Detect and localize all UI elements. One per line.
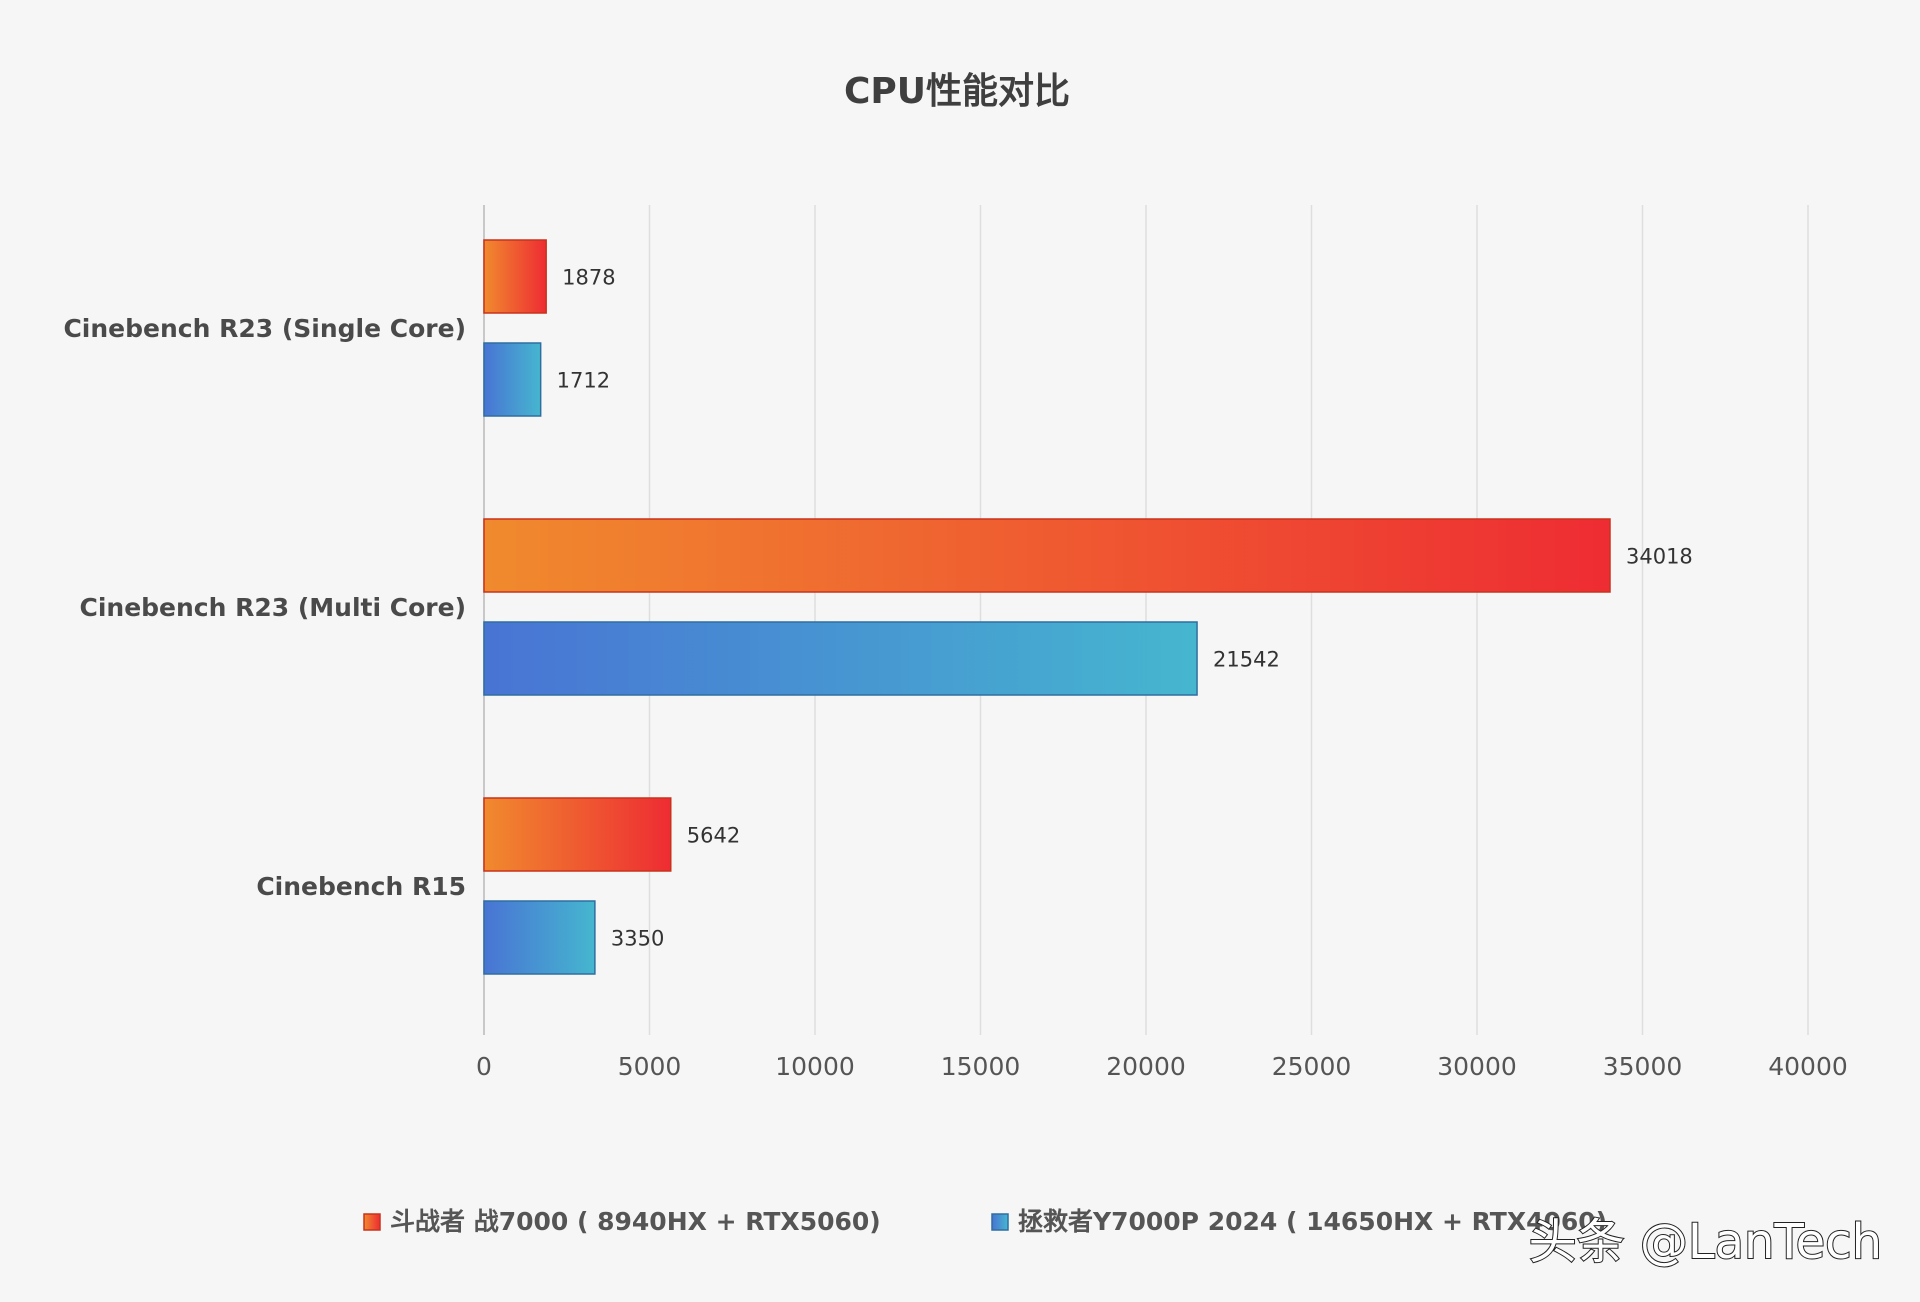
chart-title: CPU性能对比 — [844, 71, 1070, 112]
data-label: 1878 — [562, 266, 615, 290]
legend-label: 斗战者 战7000 ( 8940HX + RTX5060) — [390, 1207, 881, 1236]
bar-series-1 — [483, 518, 1611, 593]
x-tick-label: 35000 — [1603, 1052, 1683, 1081]
data-label: 21542 — [1213, 648, 1280, 672]
legend: 斗战者 战7000 ( 8940HX + RTX5060) 拯救者Y7000P 2… — [363, 1207, 1607, 1236]
category-label: Cinebench R23 (Multi Core) — [79, 593, 466, 622]
category-labels: Cinebench R23 (Single Core) Cinebench R23… — [63, 314, 466, 901]
data-label: 5642 — [687, 824, 740, 848]
bar-series-1 — [483, 239, 547, 314]
x-tick-label: 25000 — [1272, 1052, 1352, 1081]
x-tick-label: 20000 — [1106, 1052, 1186, 1081]
x-tick-label: 40000 — [1768, 1052, 1848, 1081]
category-label: Cinebench R15 — [256, 872, 466, 901]
x-tick-label: 10000 — [775, 1052, 855, 1081]
legend-swatch — [363, 1213, 381, 1231]
legend-label: 拯救者Y7000P 2024 ( 14650HX + RTX4060) — [1018, 1207, 1607, 1236]
grid-lines — [483, 205, 1809, 1035]
bar-series-2 — [483, 900, 596, 975]
bar-series-1 — [483, 797, 672, 872]
x-tick-label: 30000 — [1437, 1052, 1517, 1081]
data-label: 3350 — [611, 927, 664, 951]
category-label: Cinebench R23 (Single Core) — [63, 314, 466, 343]
data-label: 1712 — [557, 369, 610, 393]
x-axis-ticks: 0 5000 10000 15000 20000 25000 30000 35000 40000 — [476, 1052, 1848, 1081]
legend-swatch — [991, 1213, 1009, 1231]
x-tick-label: 15000 — [941, 1052, 1021, 1081]
data-label: 34018 — [1626, 545, 1693, 569]
bars: 1878 1712 34018 21542 5642 3350 — [483, 239, 1693, 975]
bar-series-2 — [483, 621, 1198, 696]
x-tick-label: 0 — [476, 1052, 492, 1081]
x-tick-label: 5000 — [618, 1052, 682, 1081]
watermark-text: 头条 @LanTech — [1529, 1214, 1882, 1270]
bar-series-2 — [483, 342, 542, 417]
